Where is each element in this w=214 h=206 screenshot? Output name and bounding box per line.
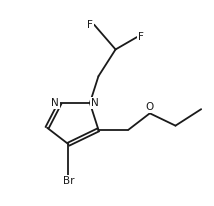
Text: Br: Br — [63, 176, 74, 186]
Text: N: N — [51, 98, 59, 108]
Text: F: F — [138, 32, 144, 42]
Text: O: O — [146, 102, 154, 112]
Text: F: F — [87, 20, 93, 30]
Text: N: N — [91, 98, 99, 108]
